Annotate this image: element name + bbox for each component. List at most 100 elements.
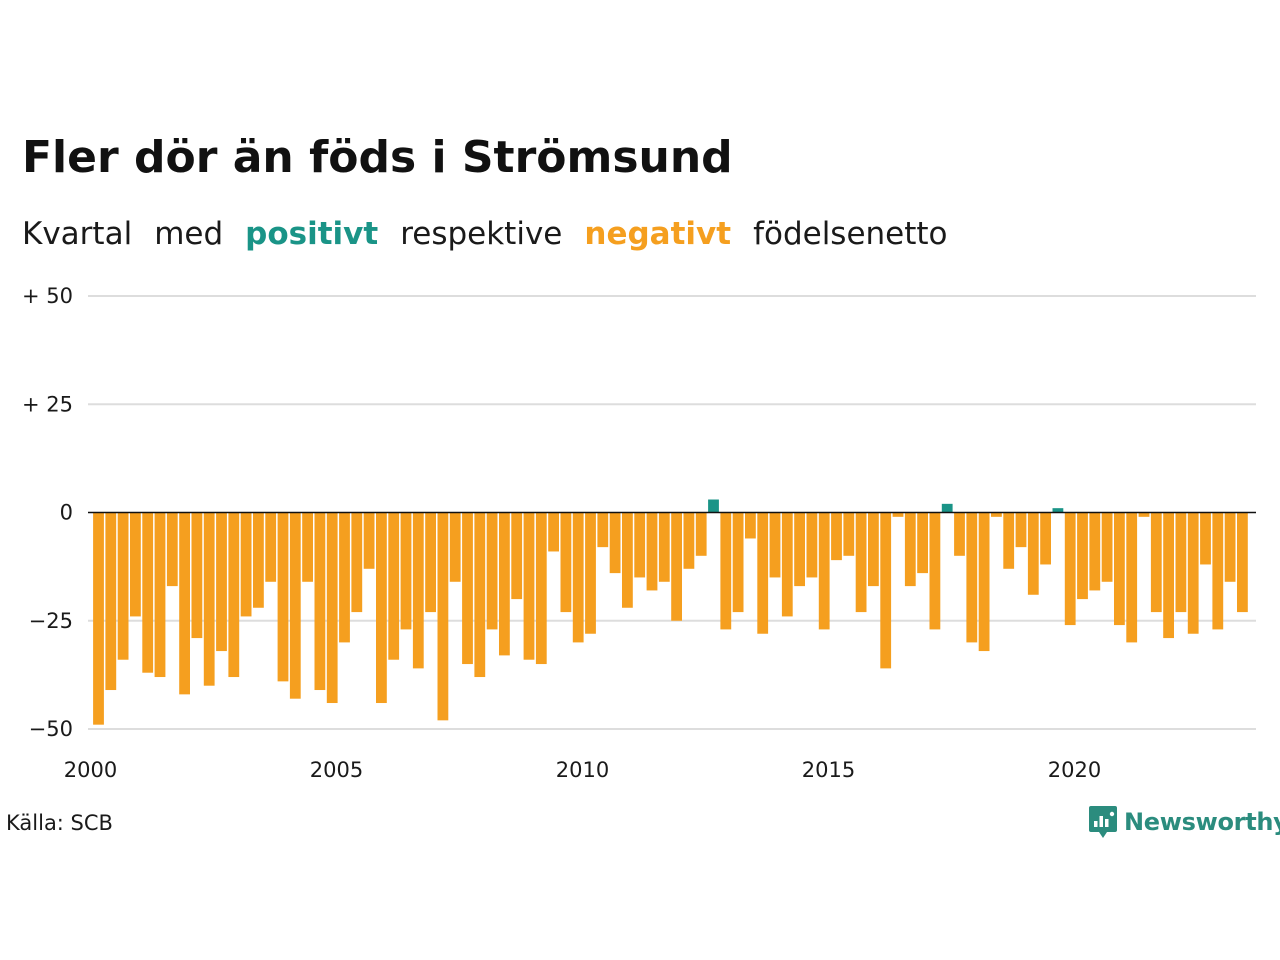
bar: [966, 512, 978, 643]
bar: [289, 512, 301, 699]
bar: [425, 512, 436, 613]
newsworthy-logo-icon: [1089, 806, 1117, 838]
bar: [1200, 512, 1211, 565]
bar: [769, 512, 781, 578]
subtitle-word-respektive: respektive: [400, 216, 563, 252]
bar: [1150, 512, 1162, 613]
bar: [216, 512, 227, 652]
bar: [191, 512, 203, 639]
bar: [572, 512, 584, 643]
bar: [560, 512, 572, 613]
bar: [1187, 512, 1199, 634]
bar: [548, 512, 559, 552]
bar: [1027, 512, 1039, 595]
bar: [720, 512, 732, 630]
bar: [228, 512, 240, 678]
bar: [917, 512, 928, 574]
bar: [1089, 512, 1101, 591]
bar: [1064, 512, 1076, 626]
bar: [695, 512, 707, 556]
bar: [683, 512, 695, 569]
bar: [302, 512, 313, 582]
bar: [929, 512, 941, 630]
bar: [597, 512, 609, 548]
brand-name: Newsworthy: [1124, 808, 1280, 836]
bar: [855, 512, 867, 613]
bar: [781, 512, 793, 617]
bar: [326, 512, 338, 704]
bar: [474, 512, 486, 678]
subtitle-positive-word: positivt: [245, 216, 379, 252]
bar: [363, 512, 375, 569]
bar: [166, 512, 178, 587]
y-tick-label: −50: [29, 717, 73, 741]
bar: [1175, 512, 1187, 613]
bar: [523, 512, 535, 660]
bar: [634, 512, 646, 578]
bar: [941, 503, 953, 513]
bar: [486, 512, 498, 630]
bar: [806, 512, 818, 578]
x-tick-label: 2010: [556, 758, 609, 782]
bar: [388, 512, 400, 660]
bar: [339, 512, 350, 643]
bar: [757, 512, 769, 634]
bar: [954, 512, 965, 556]
bar: [535, 512, 547, 665]
bar: [732, 512, 744, 613]
bar: [412, 512, 424, 669]
bar: [462, 512, 473, 665]
chart-title: Fler dör än föds i Strömsund: [22, 132, 733, 183]
bar: [831, 512, 842, 561]
chart-subtitle: Kvartal med positivt respektive negativt föde…: [22, 216, 970, 252]
bar: [1052, 508, 1064, 513]
bar: [203, 512, 215, 686]
bar: [376, 512, 387, 704]
bar: [978, 512, 990, 652]
source-label: Källa: SCB: [6, 811, 113, 835]
subtitle-word-fodelsenetto: födelsenetto: [753, 216, 948, 252]
bar: [794, 512, 805, 587]
bar: [105, 512, 117, 691]
bar: [1212, 512, 1224, 630]
bar: [117, 512, 129, 660]
bar: [400, 512, 412, 630]
bar: [1224, 512, 1236, 582]
y-tick-label: 0: [60, 501, 73, 525]
bar: [585, 512, 596, 634]
bar: [253, 512, 264, 608]
bar: [1114, 512, 1125, 626]
bar: [1101, 512, 1113, 582]
bar: [708, 499, 719, 513]
bar: [658, 512, 670, 582]
brand-logo: Newsworthy: [1088, 804, 1280, 840]
bar: [843, 512, 855, 556]
bar: [1015, 512, 1027, 548]
y-tick-label: + 50: [22, 284, 73, 308]
bar: [1138, 512, 1150, 517]
bar: [265, 512, 277, 582]
bar: [277, 512, 289, 682]
x-tick-label: 2000: [64, 758, 117, 782]
bar: [93, 512, 104, 725]
bar: [868, 512, 879, 587]
bar: [314, 512, 326, 691]
subtitle-word-med: med: [154, 216, 224, 252]
bar: [818, 512, 830, 630]
x-tick-label: 2015: [802, 758, 855, 782]
bar: [609, 512, 621, 574]
bar: [130, 512, 141, 617]
x-tick-label: 2020: [1048, 758, 1101, 782]
bar: [745, 512, 756, 539]
subtitle-negative-word: negativt: [584, 216, 732, 252]
bar: [351, 512, 363, 613]
y-tick-label: + 25: [22, 392, 73, 416]
bar: [437, 512, 449, 721]
bar: [1163, 512, 1174, 639]
bar-chart: + 50 + 25 0 −25 −50 2000 2005 2010 2015 2020: [22, 284, 1256, 782]
bar: [179, 512, 190, 695]
subtitle-word-kvartal: Kvartal: [22, 216, 133, 252]
x-tick-label: 2005: [310, 758, 363, 782]
bar: [240, 512, 252, 617]
bar: [1237, 512, 1248, 613]
